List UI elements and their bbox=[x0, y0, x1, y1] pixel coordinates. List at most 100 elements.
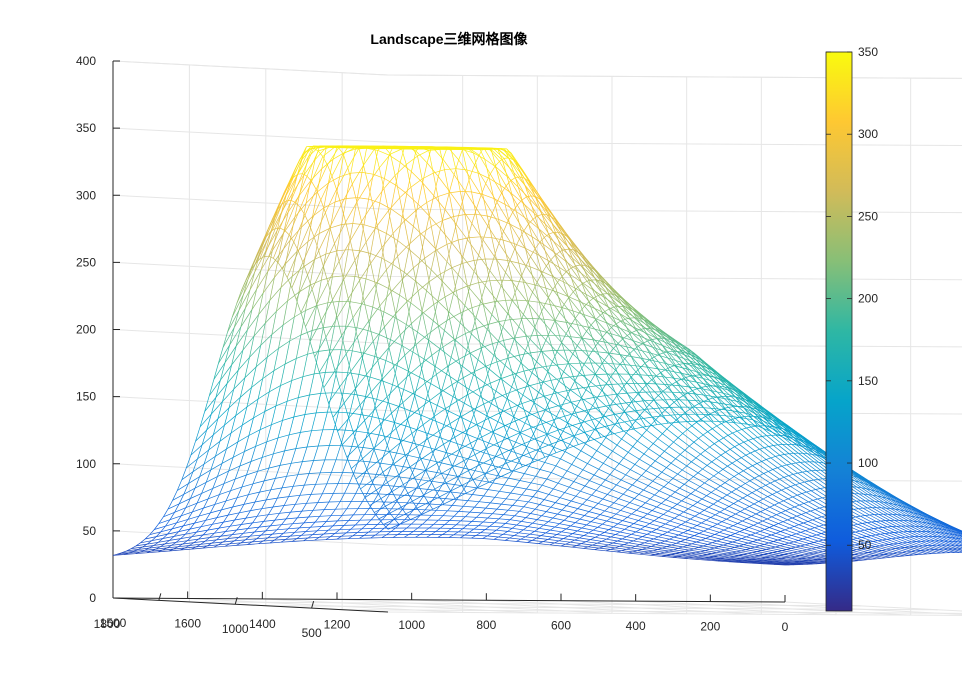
mesh-line-x bbox=[264, 405, 277, 412]
mesh-line-y bbox=[554, 540, 560, 544]
mesh-line-x bbox=[861, 548, 873, 553]
mesh-line-x bbox=[720, 550, 733, 554]
mesh-line-y bbox=[899, 555, 905, 557]
mesh-line-y bbox=[702, 431, 708, 436]
mesh-line-x bbox=[494, 393, 507, 400]
mesh-line-y bbox=[755, 530, 761, 534]
mesh-line-x bbox=[299, 494, 312, 496]
mesh-line-x bbox=[452, 460, 465, 468]
mesh-line-x bbox=[479, 461, 491, 466]
mesh-line-x bbox=[791, 535, 804, 540]
mesh-line-x bbox=[666, 546, 679, 549]
mesh-line-x bbox=[267, 254, 280, 272]
mesh-line-x bbox=[591, 494, 603, 500]
mesh-line-x bbox=[436, 366, 448, 375]
mesh-line-x bbox=[196, 498, 209, 504]
mesh-line-y bbox=[760, 484, 766, 489]
mesh-line-x bbox=[428, 339, 441, 349]
mesh-line-x bbox=[635, 371, 648, 385]
mesh-line-x bbox=[684, 449, 697, 459]
mesh-line-y bbox=[751, 513, 757, 517]
mesh-line-x bbox=[272, 232, 284, 251]
mesh-line-x bbox=[618, 463, 631, 470]
mesh-line-x bbox=[891, 526, 904, 533]
mesh-line-x bbox=[651, 510, 664, 515]
mesh-line-x bbox=[580, 490, 592, 496]
mesh-line-x bbox=[764, 529, 777, 534]
mesh-line-y bbox=[859, 481, 865, 484]
mesh-line-y bbox=[803, 501, 809, 504]
mesh-line-x bbox=[954, 544, 962, 548]
mesh-line-x bbox=[341, 349, 353, 352]
mesh-line-x bbox=[532, 395, 545, 401]
mesh-line-x bbox=[659, 490, 671, 497]
mesh-line-x bbox=[353, 420, 365, 433]
mesh-line-x bbox=[444, 168, 456, 171]
mesh-line-y bbox=[588, 529, 594, 534]
mesh-line-x bbox=[332, 275, 344, 278]
mesh-line-x bbox=[487, 535, 499, 538]
mesh-line-x bbox=[894, 508, 907, 516]
mesh-line-y bbox=[678, 532, 684, 536]
mesh-line-x bbox=[575, 318, 587, 332]
mesh-line-x bbox=[588, 532, 600, 536]
mesh-line-x bbox=[569, 486, 581, 492]
mesh-line-x bbox=[484, 382, 497, 392]
mesh-line-x bbox=[600, 280, 613, 295]
mesh-line-x bbox=[650, 424, 663, 434]
mesh-line-x bbox=[525, 517, 538, 520]
mesh-line-x bbox=[403, 271, 416, 282]
mesh-line-y bbox=[862, 476, 868, 481]
mesh-line-x bbox=[502, 160, 514, 173]
mesh-line-x bbox=[599, 366, 612, 377]
mesh-line-x bbox=[562, 235, 575, 249]
mesh-line-y bbox=[676, 500, 682, 505]
mesh-line-x bbox=[379, 202, 392, 210]
mesh-line-x bbox=[937, 536, 949, 542]
mesh-line-y bbox=[689, 548, 694, 551]
mesh-line-x bbox=[349, 221, 362, 241]
mesh-line-x bbox=[520, 432, 532, 439]
mesh-line-x bbox=[509, 351, 522, 364]
mesh-line-x bbox=[254, 250, 267, 273]
mesh-line-x bbox=[465, 328, 477, 334]
mesh-line-x bbox=[408, 370, 420, 378]
mesh-line-y bbox=[702, 554, 708, 556]
mesh-line-x bbox=[633, 523, 646, 527]
mesh-line-x bbox=[242, 335, 255, 351]
mesh-line-x bbox=[253, 411, 265, 419]
mesh-line-x bbox=[245, 538, 257, 541]
mesh-line-x bbox=[856, 557, 868, 561]
mesh-line-x bbox=[472, 448, 485, 454]
mesh-line-x bbox=[902, 542, 915, 547]
mesh-line-x bbox=[686, 465, 699, 474]
mesh-line-x bbox=[460, 191, 472, 193]
mesh-line-x bbox=[800, 462, 812, 471]
mesh-line-x bbox=[385, 499, 397, 507]
mesh-line-x bbox=[675, 553, 687, 556]
mesh-line-x bbox=[792, 474, 805, 483]
mesh-line-x bbox=[640, 506, 653, 511]
mesh-line-x bbox=[808, 480, 821, 489]
mesh-line-x bbox=[744, 416, 756, 427]
mesh-line-x bbox=[862, 507, 875, 515]
mesh-line-y bbox=[678, 511, 684, 516]
mesh-line-y bbox=[654, 517, 659, 521]
mesh-line-x bbox=[659, 455, 672, 464]
mesh-line-y bbox=[636, 506, 642, 511]
mesh-line-x bbox=[361, 204, 373, 222]
mesh-line-x bbox=[759, 545, 771, 549]
mesh-line-y bbox=[789, 541, 794, 544]
mesh-line-x bbox=[581, 543, 593, 546]
mesh-line-x bbox=[361, 303, 373, 308]
mesh-line-x bbox=[734, 555, 746, 559]
mesh-line-x bbox=[291, 262, 304, 288]
mesh-line-x bbox=[262, 370, 275, 379]
mesh-line-x bbox=[695, 457, 708, 466]
mesh-line-y bbox=[604, 529, 610, 533]
mesh-line-y bbox=[803, 440, 809, 444]
mesh-line-x bbox=[310, 526, 322, 528]
mesh-line-x bbox=[291, 266, 304, 277]
mesh-line-y bbox=[809, 527, 815, 530]
mesh-line-y bbox=[743, 439, 749, 443]
